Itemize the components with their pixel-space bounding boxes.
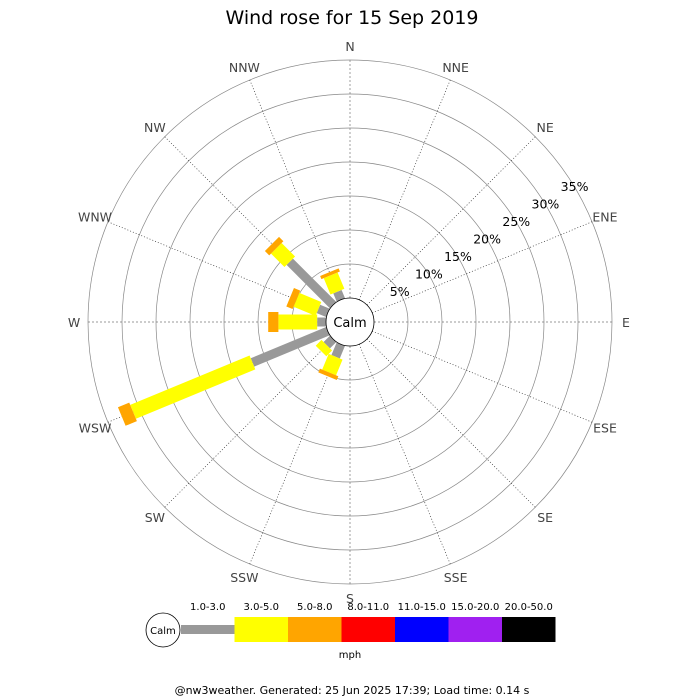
spoke-se [366, 338, 536, 508]
direction-label-ene: ENE [592, 209, 617, 224]
legend-bin-label: 11.0-15.0 [398, 602, 446, 613]
radial-tick-label: 15% [444, 249, 472, 264]
bar-ssw-bin-2 [322, 353, 343, 376]
spoke-sw [164, 338, 334, 508]
radial-tick-label: 20% [473, 232, 501, 247]
radial-tick-label: 10% [415, 267, 443, 282]
spoke-nne [358, 79, 451, 300]
radial-tick-label: 35% [561, 179, 589, 194]
legend-bin-label: 20.0-50.0 [505, 602, 553, 613]
legend-bin-label: 1.0-3.0 [190, 602, 225, 613]
bar-nw-bin-1 [286, 258, 337, 309]
direction-label-nw: NW [144, 120, 166, 135]
bar-nw-bin-2 [270, 242, 296, 268]
legend-swatch-7 [502, 617, 556, 642]
spoke-nnw [249, 79, 342, 300]
direction-label-sw: SW [145, 510, 165, 525]
legend-swatch-1 [181, 625, 235, 634]
radial-tick-label: 30% [532, 197, 560, 212]
direction-label-ese: ESE [593, 421, 617, 436]
legend-swatch-4 [341, 617, 395, 642]
direction-label-wnw: WNW [78, 209, 112, 224]
direction-label-se: SE [537, 510, 553, 525]
spoke-sse [358, 344, 451, 565]
bar-ssw-bin-1 [331, 342, 345, 359]
direction-spokes [88, 60, 612, 584]
bar-wnw-bin-1 [316, 304, 330, 317]
direction-label-wsw: WSW [79, 421, 112, 436]
bar-sw-bin-2 [315, 339, 333, 357]
speed-legend: Calm 1.0-3.0 3.0-5.0 5.0-8.0 8.0-11.0 11.0-1… [145, 602, 556, 661]
spoke-ssw [249, 344, 342, 565]
bar-wsw-bin-3 [117, 402, 137, 426]
wind-bars [117, 236, 345, 426]
direction-label-nne: NNE [442, 60, 469, 75]
radial-tick-label: 25% [502, 214, 530, 229]
bar-nnw-bin-1 [333, 289, 345, 302]
chart-title: Wind rose for 15 Sep 2019 [225, 7, 478, 29]
direction-label-ne: NE [537, 120, 554, 135]
legend-unit: mph [339, 650, 361, 661]
legend-swatch-5 [395, 617, 449, 642]
bar-sw-bin-1 [323, 335, 337, 349]
radial-tick-labels: 5% 10%15%20%25%30%35% [390, 179, 589, 299]
bar-ssw-bin-3 [318, 368, 339, 381]
bar-wsw-bin-2 [130, 355, 256, 419]
legend-calm-label: Calm [150, 626, 176, 637]
bar-wnw-bin-3 [286, 287, 301, 310]
legend-swatch-3 [288, 617, 342, 642]
bar-wsw-bin-1 [250, 327, 330, 367]
calm-label: Calm [333, 316, 366, 331]
legend-bin-label: 3.0-5.0 [244, 602, 279, 613]
direction-label-n: N [345, 39, 354, 54]
bar-wnw-bin-2 [293, 292, 322, 316]
bar-nnw-bin-2 [323, 272, 345, 295]
legend-swatch-2 [234, 617, 288, 642]
spoke-ene [372, 221, 593, 314]
direction-label-ssw: SSW [230, 570, 258, 585]
bar-nw-bin-3 [264, 236, 284, 256]
calm-circle: Calm [325, 297, 375, 347]
direction-label-s: S [346, 591, 354, 606]
legend-bin-label: 8.0-11.0 [347, 602, 389, 613]
footer-text: @nw3weather. Generated: 25 Jun 2025 17:3… [175, 684, 530, 697]
direction-label-sse: SSE [444, 570, 468, 585]
radial-tick-label: 5% [390, 284, 410, 299]
legend-swatch-6 [448, 617, 502, 642]
direction-label-nnw: NNW [229, 60, 260, 75]
direction-label-e: E [622, 315, 630, 330]
legend-calm-circle [145, 612, 181, 648]
direction-labels: N NNE NE ENE E ESE SE SSE S SSW SW WSW W WNW NW NNW [68, 39, 630, 606]
spoke-ne [366, 136, 536, 306]
bar-nnw-bin-3 [320, 268, 340, 280]
legend-bin-label: 15.0-20.0 [451, 602, 499, 613]
direction-label-w: W [68, 315, 80, 330]
spoke-ese [372, 330, 593, 423]
legend-bin-label: 5.0-8.0 [297, 602, 332, 613]
